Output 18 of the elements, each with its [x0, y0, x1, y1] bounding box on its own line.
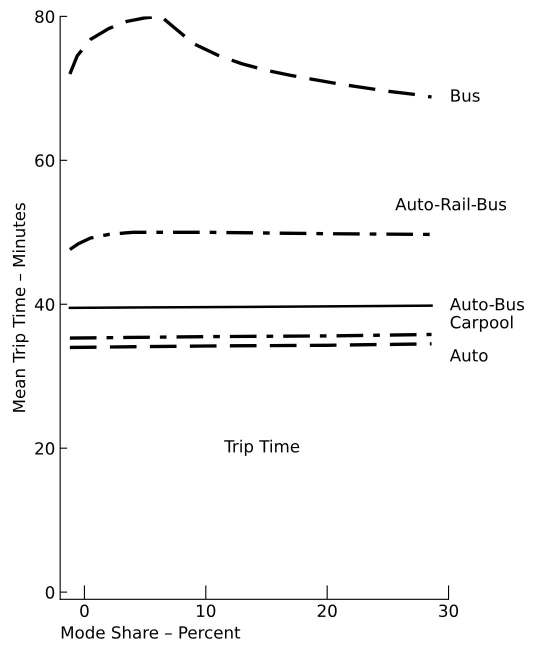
line-series [68, 16, 434, 99]
y-tick-label: 40 [34, 298, 54, 311]
series-label: Auto [450, 349, 488, 362]
y-tick-label: 80 [35, 10, 54, 23]
series-label: Auto-Bus [450, 298, 524, 311]
series-label: Carpool [450, 316, 512, 332]
x-tick-label: 10 [197, 604, 216, 618]
x-tick-label: 30 [439, 604, 458, 618]
series-label: Auto-Rail-Bus [395, 198, 506, 210]
x-axis-title: Mode Share – Percent [62, 626, 240, 639]
y-tick-label: 20 [35, 442, 54, 455]
y-tick-label: 60 [35, 154, 54, 167]
x-tick-label: 20 [318, 604, 337, 618]
y-axis-title: Mean Trip Time – Minutes [12, 203, 29, 412]
annotation: Trip Time [224, 440, 300, 456]
x-tick-label: 0 [80, 604, 89, 618]
y-tick-label: 0 [46, 586, 54, 599]
series-label: Bus [451, 89, 480, 102]
